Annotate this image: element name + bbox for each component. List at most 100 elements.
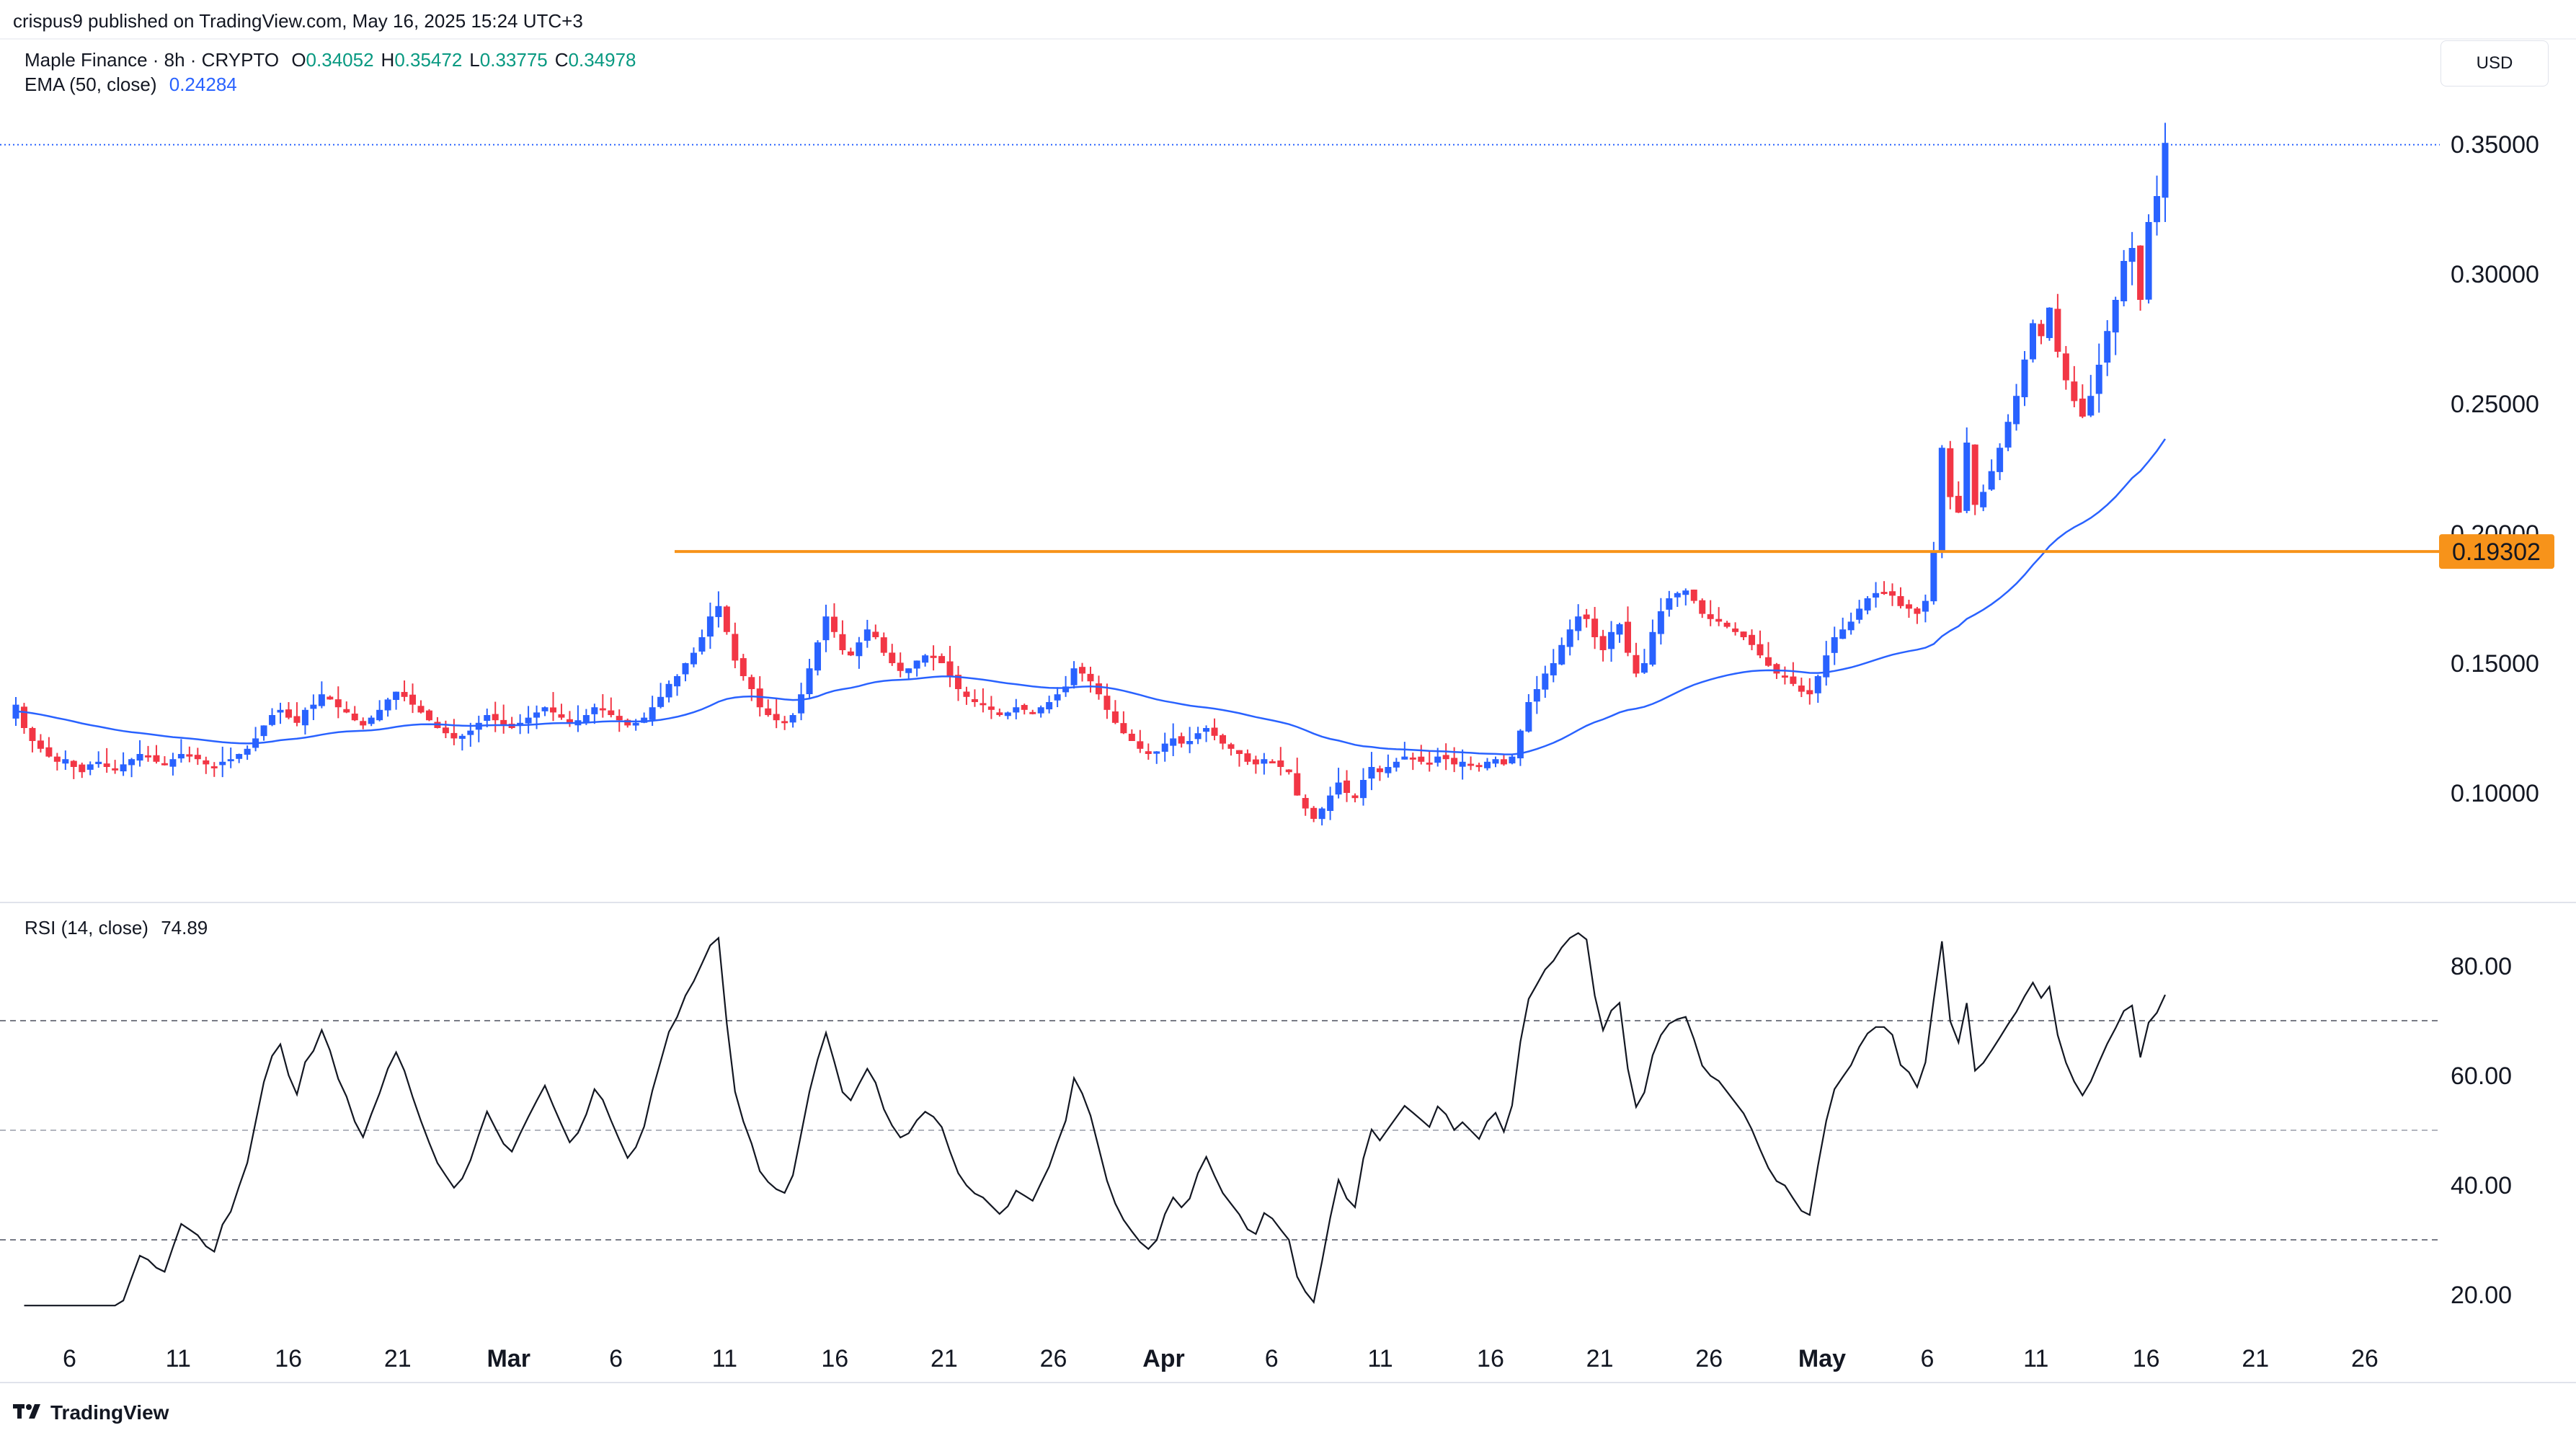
tradingview-logo-icon	[13, 1400, 45, 1425]
candle	[748, 677, 755, 689]
candle	[1798, 686, 1805, 692]
symbol-name[interactable]: Maple Finance · 8h · CRYPTO	[25, 49, 280, 71]
candle	[1244, 753, 1251, 762]
candle	[1707, 614, 1714, 619]
candle	[1145, 751, 1152, 754]
candle	[1516, 730, 1524, 759]
candle	[1666, 598, 1673, 610]
candle	[2054, 309, 2061, 352]
time-tick-label: 11	[2023, 1345, 2048, 1372]
candle	[95, 761, 102, 765]
candle	[1756, 644, 1764, 656]
candle	[608, 710, 615, 715]
candle	[1500, 759, 1507, 765]
candle	[657, 696, 665, 707]
candle	[1062, 686, 1070, 693]
candle	[616, 716, 623, 721]
candle	[45, 747, 53, 757]
candle	[1823, 655, 1830, 678]
candle	[1806, 690, 1813, 695]
candle	[128, 759, 136, 766]
ohlc-c: C0.34978	[554, 49, 636, 71]
candle	[1385, 767, 1392, 773]
candle	[1186, 741, 1194, 745]
candle	[822, 616, 830, 641]
candle	[442, 727, 449, 734]
candle	[863, 629, 871, 641]
candle	[1764, 657, 1772, 666]
candle	[1922, 600, 1929, 612]
candle	[1971, 444, 1978, 505]
candle	[492, 714, 499, 721]
candle	[393, 691, 400, 701]
candle	[2145, 222, 2152, 300]
candle	[450, 732, 458, 739]
candle	[1467, 763, 1475, 766]
candle	[1947, 448, 1954, 497]
time-tick-label: 16	[1477, 1345, 1504, 1372]
candle	[1905, 604, 1912, 609]
candle	[37, 740, 44, 749]
candle	[980, 703, 987, 706]
candle	[293, 716, 301, 723]
candle	[1583, 614, 1590, 619]
candle	[327, 696, 334, 700]
candle	[1401, 756, 1408, 760]
candle	[360, 721, 367, 726]
candle	[1856, 608, 1863, 620]
candle	[698, 637, 706, 652]
candle	[1013, 707, 1020, 713]
candle	[1640, 663, 1648, 673]
candle	[582, 715, 590, 723]
candle	[533, 712, 541, 718]
candle	[2013, 396, 2020, 425]
candle	[1938, 448, 1945, 552]
candle	[1252, 759, 1259, 765]
rsi-value: 74.89	[161, 917, 208, 939]
tradingview-brand[interactable]: TradingView	[13, 1400, 169, 1425]
time-tick-label: 6	[63, 1345, 76, 1372]
candle	[1955, 495, 1962, 513]
candle	[1393, 761, 1400, 768]
candle	[120, 764, 127, 772]
brand-text: TradingView	[50, 1401, 169, 1424]
candle	[566, 719, 573, 723]
currency-button[interactable]: USD	[2440, 40, 2549, 86]
candle	[1227, 744, 1235, 749]
candle	[1599, 636, 1607, 650]
candle	[1930, 551, 1937, 602]
candle	[484, 715, 491, 722]
candle	[186, 754, 193, 757]
candle	[517, 722, 524, 726]
candle	[2038, 324, 2045, 337]
candle	[674, 676, 681, 687]
candle	[1459, 761, 1466, 767]
candle	[1079, 667, 1086, 674]
candle	[1625, 621, 1631, 653]
candle	[1963, 443, 1971, 511]
candle	[723, 606, 730, 632]
ema-label[interactable]: EMA (50, close)	[25, 74, 157, 95]
time-tick-label: 11	[1367, 1345, 1393, 1372]
candle	[1451, 758, 1458, 765]
candle	[665, 683, 672, 698]
candle	[1542, 673, 1549, 690]
candle	[789, 715, 796, 723]
time-tick-label: May	[1798, 1345, 1846, 1372]
candle	[194, 755, 201, 760]
candle	[1153, 751, 1160, 754]
candle	[277, 709, 284, 713]
rsi-label[interactable]: RSI (14, close)	[25, 917, 148, 939]
candle	[145, 755, 152, 758]
candle	[1103, 696, 1111, 710]
time-tick-label: 26	[1040, 1345, 1067, 1372]
candle	[814, 642, 822, 671]
candle	[1418, 756, 1425, 762]
candle	[1318, 808, 1325, 820]
candle	[2128, 248, 2136, 262]
price-tick-label: 0.25000	[2451, 391, 2539, 418]
time-tick-label: 21	[1586, 1345, 1614, 1372]
candle	[922, 655, 929, 663]
candle	[756, 688, 763, 708]
